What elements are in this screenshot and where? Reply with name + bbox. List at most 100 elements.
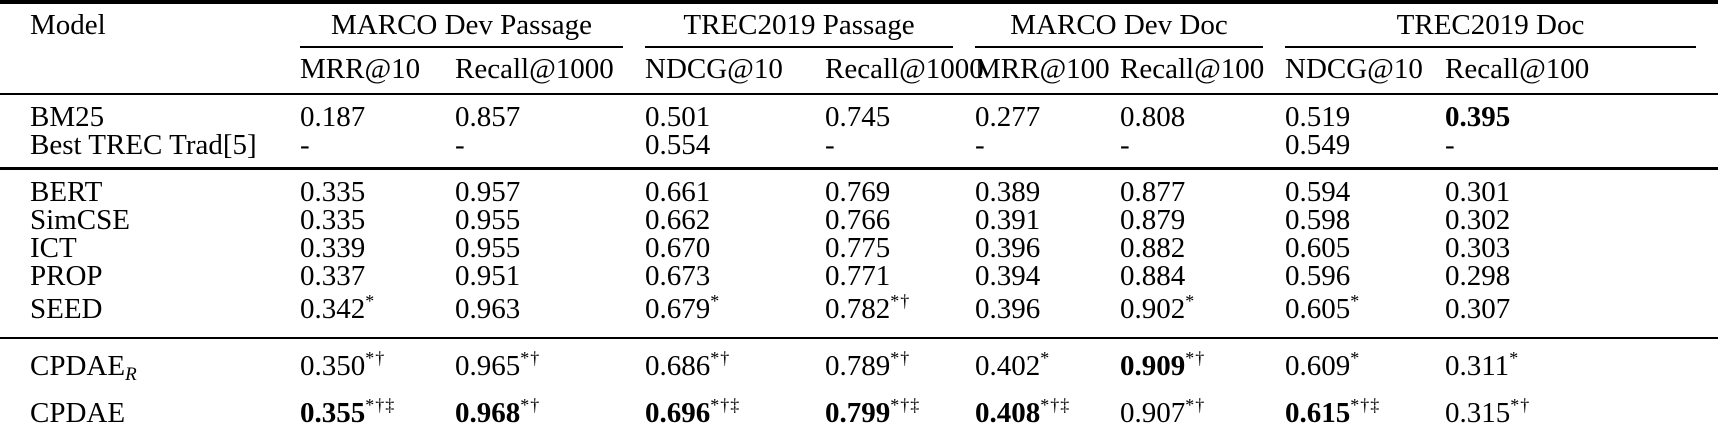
table-row: PROP 0.337 0.951 0.673 0.771 0.394 0.884 0.596 0… [0,260,1718,292]
metric-cell: 0.301 [1445,167,1718,207]
table-header: Model MARCO Dev Passage TREC2019 Passage… [0,2,1718,95]
significance-marker: * [1350,348,1361,368]
metric-cell: 0.782*† [825,291,911,325]
table-row: SEED 0.342* 0.963 0.679* 0.782*† 0.396 0.902* 0… [0,290,1718,338]
column-header-model: Model [0,2,300,95]
column-header-recall100-doc: Recall@100 [1120,48,1285,95]
metric-cell: 0.808 [1120,101,1186,133]
group-header-label: MARCO Dev Doc [975,9,1263,48]
significance-marker: *†‡ [710,395,741,415]
significance-marker: * [1509,348,1520,368]
metric-cell: 0.187 [300,101,366,133]
metric-cell: 0.594 [1285,167,1445,207]
metric-header-row: MRR@10 Recall@1000 NDCG@10 Recall@1000 M… [0,48,1718,95]
metric-cell: 0.963 [455,293,521,325]
significance-marker: *†‡ [365,395,396,415]
model-cell: ICT [30,232,77,264]
table-row: SimCSE 0.335 0.955 0.662 0.766 0.391 0.879 0.59… [0,204,1718,236]
metric-cell: 0.394 [975,260,1041,292]
metric-cell: 0.335 [300,167,455,207]
column-header-mrr10: MRR@10 [300,48,455,95]
metric-cell: 0.609* [1285,337,1445,394]
significance-marker: *† [710,348,731,368]
metric-cell: 0.339 [300,232,366,264]
group-header-label: TREC2019 Doc [1285,9,1696,48]
significance-marker: *†‡ [1350,395,1381,415]
group-header-marco-dev-doc: MARCO Dev Doc [975,2,1285,48]
model-cell: CPDAE [30,397,126,429]
metric-cell: 0.501 [645,101,711,133]
metric-cell: 0.335 [300,204,366,236]
metric-cell: 0.766 [825,204,891,236]
significance-marker: *†‡ [890,395,921,415]
metric-cell: 0.519 [1285,101,1351,133]
column-header-recall100-trecdoc: Recall@100 [1445,48,1718,95]
significance-marker: *† [890,348,911,368]
significance-marker: *†‡ [1040,395,1071,415]
metric-cell: 0.673 [645,260,711,292]
metric-cell: - [1120,129,1130,161]
metric-cell: - [455,129,465,161]
metric-cell: 0.662 [645,204,711,236]
metric-cell: 0.879 [1120,204,1186,236]
metric-cell: 0.857 [455,101,521,133]
column-header-recall1000-trec: Recall@1000 [825,48,984,95]
metric-cell: - [825,129,835,161]
significance-marker: * [710,291,721,311]
metric-cell: 0.775 [825,232,891,264]
model-cell: BERT [0,167,300,207]
metric-cell: 0.902* [1120,291,1196,325]
metric-cell: 0.955 [455,232,521,264]
metric-cell: 0.605 [1285,232,1351,264]
metric-cell: 0.789*† [825,337,975,394]
metric-cell: 0.396 [975,232,1041,264]
metric-cell: 0.355*†‡ [300,395,396,429]
metric-cell: 0.799*†‡ [825,395,921,429]
model-cell: CPDAER [0,337,300,394]
metric-cell: 0.307 [1445,293,1511,325]
group-header-label: MARCO Dev Passage [300,9,623,48]
metric-cell: 0.965*† [455,337,645,394]
metric-cell: 0.337 [300,260,366,292]
group-header-label: TREC2019 Passage [645,9,953,48]
metric-cell: 0.877 [1120,167,1285,207]
metric-cell: 0.884 [1120,260,1186,292]
metric-cell: 0.771 [825,260,891,292]
significance-marker: * [1040,348,1051,368]
metric-cell: 0.882 [1120,232,1186,264]
significance-marker: * [1185,291,1196,311]
table-row: CPDAER 0.350*† 0.965*† 0.686*† 0.789*† 0.402*… [0,337,1718,394]
significance-marker: *† [365,348,386,368]
model-cell: SimCSE [30,204,130,236]
significance-marker: *† [520,348,541,368]
metric-cell: 0.302 [1445,204,1511,236]
significance-marker: *† [1185,348,1206,368]
metric-cell: 0.907*† [1120,395,1206,429]
significance-marker: *† [890,291,911,311]
metric-cell: 0.342* [300,291,376,325]
metric-cell: 0.408*†‡ [975,395,1071,429]
metric-cell: - [975,129,985,161]
metric-cell: 0.696*†‡ [645,395,741,429]
table-row: BERT 0.335 0.957 0.661 0.769 0.389 0.877 0.594 0… [0,167,1718,207]
metric-cell: 0.686*† [645,337,825,394]
table-row: Best TREC Trad[5] - - 0.554 - - - 0.549 - [0,131,1718,169]
metric-cell: 0.396 [975,293,1041,325]
significance-marker: *† [1510,395,1531,415]
metric-cell: 0.598 [1285,204,1351,236]
model-cell: Best TREC Trad[5] [30,129,257,161]
metric-cell: 0.769 [825,167,975,207]
group-header-trec2019-doc: TREC2019 Doc [1285,2,1718,48]
column-header-mrr100: MRR@100 [975,48,1120,95]
metric-cell: 0.298 [1445,260,1511,292]
column-header-ndcg10-doc: NDCG@10 [1285,48,1445,95]
metric-cell: 0.303 [1445,232,1511,264]
model-subscript: R [125,364,137,385]
table-body: BM25 0.187 0.857 0.501 0.745 0.277 0.808 0.519 0… [0,94,1718,433]
metric-cell: 0.549 [1285,129,1351,161]
metric-cell: 0.955 [455,204,521,236]
metric-cell: 0.957 [455,167,645,207]
metric-cell: 0.389 [975,167,1120,207]
